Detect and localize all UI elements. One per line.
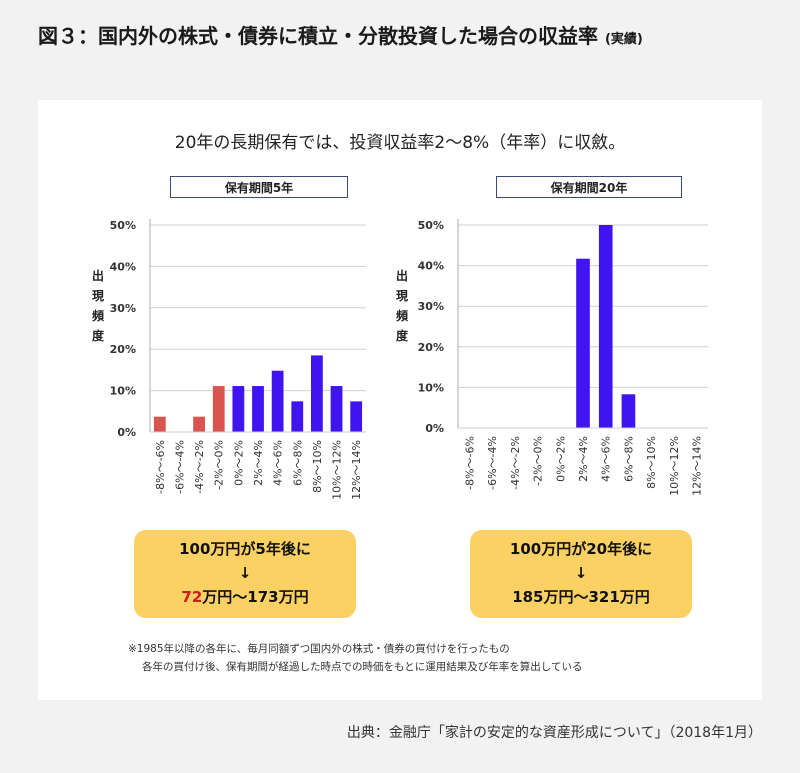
- bar: [621, 394, 636, 428]
- panel-label-5y: 保有期間5年: [170, 176, 348, 198]
- x-tick-label: 10%～12%: [668, 436, 681, 496]
- y-tick-label: 30%: [418, 300, 444, 313]
- y-tick-label: 20%: [110, 343, 136, 356]
- down-arrow-icon: ↓: [238, 564, 252, 582]
- figure-card: 20年の長期保有では、投資収益率2～8%（年率）に収斂。 保有期間5年 保有期間…: [38, 100, 762, 700]
- x-tick-label: -2%～0%: [532, 436, 545, 486]
- result-range-rest: 万円～173万円: [202, 588, 309, 606]
- footnote-line: ※1985年以降の各年に、毎月同額ずつ国内外の株式・債券の買付けを行ったもの: [128, 643, 510, 655]
- y-axis-label-char: 頻: [91, 309, 104, 323]
- x-tick-label: -4%～-2%: [193, 440, 206, 494]
- panel-label-20y: 保有期間20年: [496, 176, 682, 198]
- result-low-highlight: 72: [181, 588, 203, 606]
- result-range-rest: 万円～321万円: [543, 588, 650, 606]
- y-axis-label-char: 現: [91, 289, 104, 303]
- source-credit: 出典：金融庁「家計の安定的な資産形成について」（2018年1月）: [346, 725, 762, 741]
- x-tick-label: 8%～10%: [645, 436, 658, 489]
- y-tick-label: 30%: [110, 302, 136, 315]
- bar: [212, 386, 225, 432]
- y-tick-label: 0%: [425, 422, 444, 435]
- bar: [576, 258, 590, 428]
- x-tick-label: 4%～6%: [600, 436, 613, 482]
- bar: [232, 386, 245, 432]
- x-tick-label: -8%～-6%: [463, 436, 476, 490]
- y-axis-label-left: 出 現 頻 度: [90, 266, 106, 346]
- chart-subtitle: 20年の長期保有では、投資収益率2～8%（年率）に収斂。: [174, 133, 626, 153]
- y-axis-label-right: 出 現 頻 度: [394, 266, 410, 346]
- y-axis-label-char: 頻: [395, 309, 408, 323]
- footnote-line: 各年の買付け後、保有期間が経過した時点での時価をもとに運用結果及び年率を算出して…: [142, 661, 583, 673]
- y-tick-label: 20%: [418, 341, 444, 354]
- x-tick-label: -2%～0%: [213, 440, 226, 490]
- x-tick-label: 2%～4%: [577, 436, 590, 482]
- x-tick-label: 6%～8%: [622, 436, 635, 482]
- y-axis-label-char: 度: [395, 329, 408, 343]
- y-tick-label: 10%: [110, 385, 136, 398]
- y-tick-label: 50%: [110, 219, 136, 232]
- x-tick-label: 8%～10%: [311, 440, 324, 493]
- x-tick-label: -6%～-4%: [486, 436, 499, 490]
- result-range: 72万円～173万円: [134, 585, 356, 609]
- y-tick-label: 40%: [418, 260, 444, 273]
- x-tick-label: 6%～8%: [291, 440, 304, 486]
- bar: [153, 416, 166, 432]
- bar: [598, 225, 613, 428]
- result-box-20y: 100万円が20年後に ↓ 185万円～321万円: [470, 530, 692, 618]
- bar: [350, 401, 363, 432]
- y-tick-label: 10%: [418, 381, 444, 394]
- bar: [291, 401, 304, 432]
- x-tick-label: -8%～-6%: [154, 440, 167, 494]
- chart-5-year: 0% 10% 20% 30% 40% 50% -8%～-6% -6%～-4% -4%～-2% -2…: [110, 219, 366, 500]
- x-tick-label: 12%～14%: [691, 436, 704, 496]
- x-tick-label: 4%～6%: [272, 440, 285, 486]
- bar: [311, 355, 323, 432]
- x-tick-label: 0%～2%: [554, 436, 567, 482]
- y-tick-label: 50%: [418, 219, 444, 232]
- y-axis-label-char: 出: [395, 269, 408, 283]
- x-tick-label: 10%～12%: [331, 440, 344, 500]
- y-axis-label-char: 出: [91, 269, 104, 283]
- bar: [330, 386, 343, 432]
- page-title: 図３：国内外の株式・債券に積立・分散投資した場合の収益率 (実績): [38, 20, 643, 49]
- y-axis-label-char: 度: [91, 329, 104, 343]
- x-tick-label: 12%～14%: [350, 440, 363, 500]
- x-tick-label: 0%～2%: [232, 440, 245, 486]
- result-line1: 100万円が5年後に: [179, 540, 311, 558]
- result-box-5y: 100万円が5年後に ↓ 72万円～173万円: [134, 530, 356, 618]
- bar: [252, 386, 264, 432]
- page-title-suffix: (実績): [604, 32, 643, 47]
- down-arrow-icon: ↓: [574, 564, 588, 582]
- page-title-main: 図３：国内外の株式・債券に積立・分散投資した場合の収益率: [38, 24, 598, 48]
- x-tick-label: -6%～-4%: [173, 440, 186, 494]
- bar: [193, 416, 205, 432]
- result-line1: 100万円が20年後に: [509, 540, 653, 558]
- x-tick-label: 2%～4%: [252, 440, 265, 486]
- result-range: 185万円～321万円: [470, 585, 692, 609]
- x-tick-label: -4%～-2%: [509, 436, 522, 490]
- y-tick-label: 0%: [117, 426, 136, 439]
- bar: [271, 370, 284, 432]
- result-low: 185: [512, 588, 544, 606]
- y-axis-label-char: 現: [395, 289, 408, 303]
- chart-20-year: 0% 10% 20% 30% 40% 50% -8%～-6% -6%～-4% -4%～-2% -2…: [418, 219, 708, 496]
- footnote: ※1985年以降の各年に、毎月同額ずつ国内外の株式・債券の買付けを行ったもの 各…: [128, 640, 582, 676]
- y-tick-label: 40%: [110, 260, 136, 273]
